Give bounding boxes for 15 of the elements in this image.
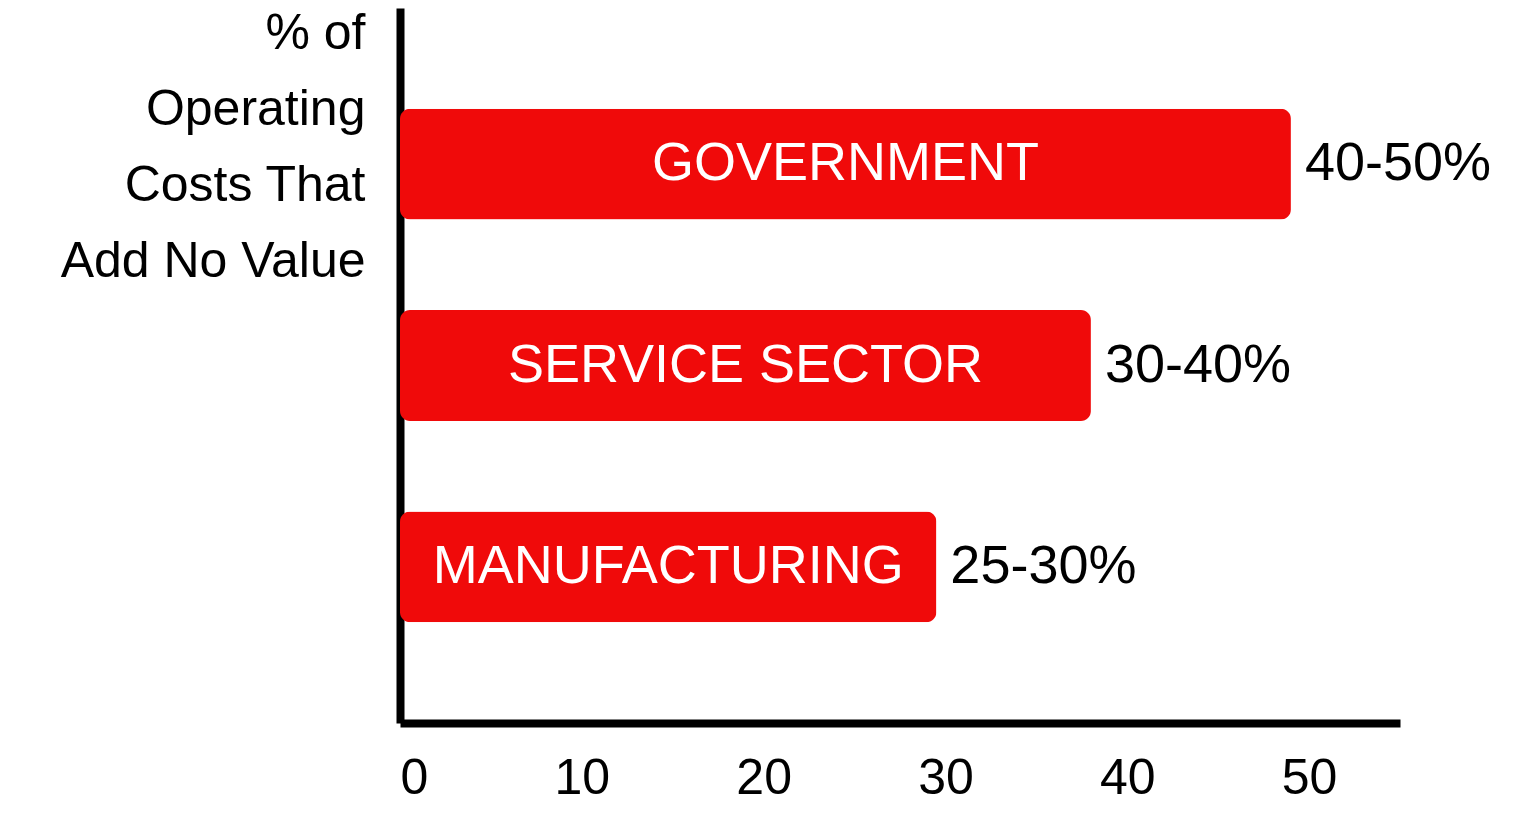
x-tick-label: 20 xyxy=(736,748,792,805)
bar xyxy=(400,310,1091,421)
x-tick-label: 50 xyxy=(1281,748,1338,805)
annotation: 25-30% xyxy=(950,533,1137,594)
y-axis-title: % of Operating Costs That Add No Value xyxy=(60,3,366,288)
x-tick-label: 0 xyxy=(400,748,429,805)
x-tick-label: 30 xyxy=(918,748,974,805)
y-tick-label: SERVICE SECTOR xyxy=(507,332,984,393)
y-tick-label: MANUFACTURING xyxy=(432,533,904,594)
annotation: 40-50% xyxy=(1304,131,1492,192)
bar xyxy=(400,108,1291,220)
x-tick-label: 40 xyxy=(1099,748,1156,805)
y-tick-label: GOVERNMENT xyxy=(651,131,1039,192)
x-tick-label: 10 xyxy=(554,748,611,805)
annotation: 30-40% xyxy=(1104,332,1292,393)
